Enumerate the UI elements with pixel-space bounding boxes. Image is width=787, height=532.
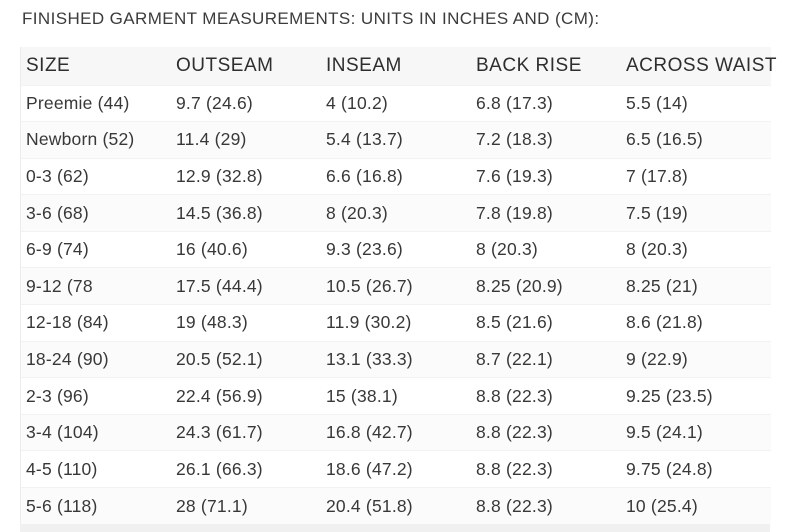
cell-size: Newborn (52) [26,129,135,150]
cell-across-waist: 10 (25.4) [626,495,698,516]
cell-back-rise: 8.8 (22.3) [476,422,553,443]
cell-inseam: 18.6 (47.2) [326,458,413,479]
cell-back-rise: 8.8 (22.3) [476,495,553,516]
cell-outseam: 28 (71.1) [176,495,248,516]
table-row: 9-12 (78 17.5 (44.4) 10.5 (26.7) 8.25 (20.9… [21,267,771,305]
table-row: Preemie (44) 9.7 (24.6) 4 (10.2) 6.8 (17.3)… [21,85,771,122]
cell-size: Preemie (44) [26,92,130,113]
cell-back-rise: 7.2 (18.3) [476,129,553,150]
cell-across-waist: 8.6 (21.8) [626,312,703,333]
cell-back-rise: 8.8 (22.3) [476,458,553,479]
cell-size: 12-18 (84) [26,312,109,333]
cell-across-waist: 8.25 (21) [626,275,698,296]
cell-across-waist: 9.5 (24.1) [626,422,703,443]
cell-size: 3-4 (104) [26,422,99,443]
cell-across-waist: 8 (20.3) [626,239,688,260]
cell-back-rise: 8.5 (21.6) [476,312,553,333]
cell-size: 2-3 (96) [26,385,89,406]
column-header-inseam: INSEAM [326,54,402,76]
table-row: 4-5 (110) 26.1 (66.3) 18.6 (47.2) 8.8 (22.3… [21,450,771,488]
cell-size: 4-5 (110) [26,458,98,479]
table-row: 6-9 (74) 16 (40.6) 9.3 (23.6) 8 (20.3) 8 (20… [21,231,771,268]
cell-outseam: 24.3 (61.7) [176,422,263,443]
cell-outseam: 14.5 (36.8) [176,202,263,223]
cell-across-waist: 9.25 (23.5) [626,385,713,406]
cell-back-rise: 8.8 (22.3) [476,385,553,406]
cell-inseam: 8 (20.3) [326,202,388,223]
cell-inseam: 4 (10.2) [326,92,388,113]
column-header-across-waist: ACROSS WAIST [626,54,777,76]
table-row: 3-4 (104) 24.3 (61.7) 16.8 (42.7) 8.8 (22.3… [21,414,771,451]
cell-back-rise: 8.25 (20.9) [476,275,563,296]
cell-across-waist: 7 (17.8) [626,165,688,186]
cell-size: 9-12 (78 [26,275,93,296]
cell-outseam: 19 (48.3) [176,312,248,333]
cell-inseam: 15 (38.1) [326,385,398,406]
cell-across-waist: 9.75 (24.8) [626,458,713,479]
cell-size: 0-3 (62) [26,165,89,186]
table-row: Newborn (52) 11.4 (29) 5.4 (13.7) 7.2 (18.3… [21,121,771,159]
cell-inseam: 16.8 (42.7) [326,422,413,443]
cell-inseam: 20.4 (51.8) [326,495,413,516]
cell-outseam: 12.9 (32.8) [176,165,263,186]
size-chart-table-container: SIZE OUTSEAM INSEAM BACK RISE ACROSS WAI… [20,47,777,525]
cell-across-waist: 6.5 (16.5) [626,129,703,150]
table-row: 5-6 (118) 28 (71.1) 20.4 (51.8) 8.8 (22.3) 1… [21,487,771,525]
cell-back-rise: 6.8 (17.3) [476,92,553,113]
cell-inseam: 5.4 (13.7) [326,129,403,150]
cell-back-rise: 7.8 (19.8) [476,202,553,223]
column-header-size: SIZE [26,54,71,76]
table-bottom-edge [20,524,770,532]
table-row: 3-6 (68) 14.5 (36.8) 8 (20.3) 7.8 (19.8) 7.5… [21,194,771,232]
cell-across-waist: 7.5 (19) [626,202,688,223]
cell-back-rise: 8.7 (22.1) [476,348,553,369]
size-chart-table: SIZE OUTSEAM INSEAM BACK RISE ACROSS WAI… [21,47,777,525]
cell-size: 3-6 (68) [26,202,89,223]
page-title: FINISHED GARMENT MEASUREMENTS: UNITS IN … [22,9,600,28]
cell-across-waist: 9 (22.9) [626,348,688,369]
column-header-back-rise: BACK RISE [476,54,582,76]
cell-size: 6-9 (74) [26,239,89,260]
cell-outseam: 20.5 (52.1) [176,348,263,369]
table-row: 2-3 (96) 22.4 (56.9) 15 (38.1) 8.8 (22.3) 9.… [21,377,771,415]
cell-outseam: 22.4 (56.9) [176,385,263,406]
cell-inseam: 10.5 (26.7) [326,275,413,296]
cell-outseam: 9.7 (24.6) [176,92,253,113]
cell-inseam: 9.3 (23.6) [326,239,403,260]
table-row: 18-24 (90) 20.5 (52.1) 13.1 (33.3) 8.7 (22.… [21,341,771,378]
cell-outseam: 16 (40.6) [176,239,248,260]
cell-outseam: 11.4 (29) [176,129,247,150]
table-row: 12-18 (84) 19 (48.3) 11.9 (30.2) 8.5 (21.6)… [21,304,771,342]
cell-outseam: 26.1 (66.3) [176,458,263,479]
cell-size: 5-6 (118) [26,495,98,516]
table-header-row: SIZE OUTSEAM INSEAM BACK RISE ACROSS WAI… [21,47,777,85]
cell-inseam: 13.1 (33.3) [326,348,413,369]
cell-back-rise: 7.6 (19.3) [476,165,553,186]
table-row: 0-3 (62) 12.9 (32.8) 6.6 (16.8) 7.6 (19.3) 7… [21,158,771,195]
cell-inseam: 11.9 (30.2) [326,312,412,333]
table-header: SIZE OUTSEAM INSEAM BACK RISE ACROSS WAI… [21,47,777,85]
cell-outseam: 17.5 (44.4) [176,275,263,296]
column-header-outseam: OUTSEAM [176,54,274,76]
cell-across-waist: 5.5 (14) [626,92,688,113]
cell-inseam: 6.6 (16.8) [326,165,403,186]
cell-size: 18-24 (90) [26,348,109,369]
cell-back-rise: 8 (20.3) [476,239,538,260]
table-body: Preemie (44) 9.7 (24.6) 4 (10.2) 6.8 (17.3)… [21,85,771,525]
